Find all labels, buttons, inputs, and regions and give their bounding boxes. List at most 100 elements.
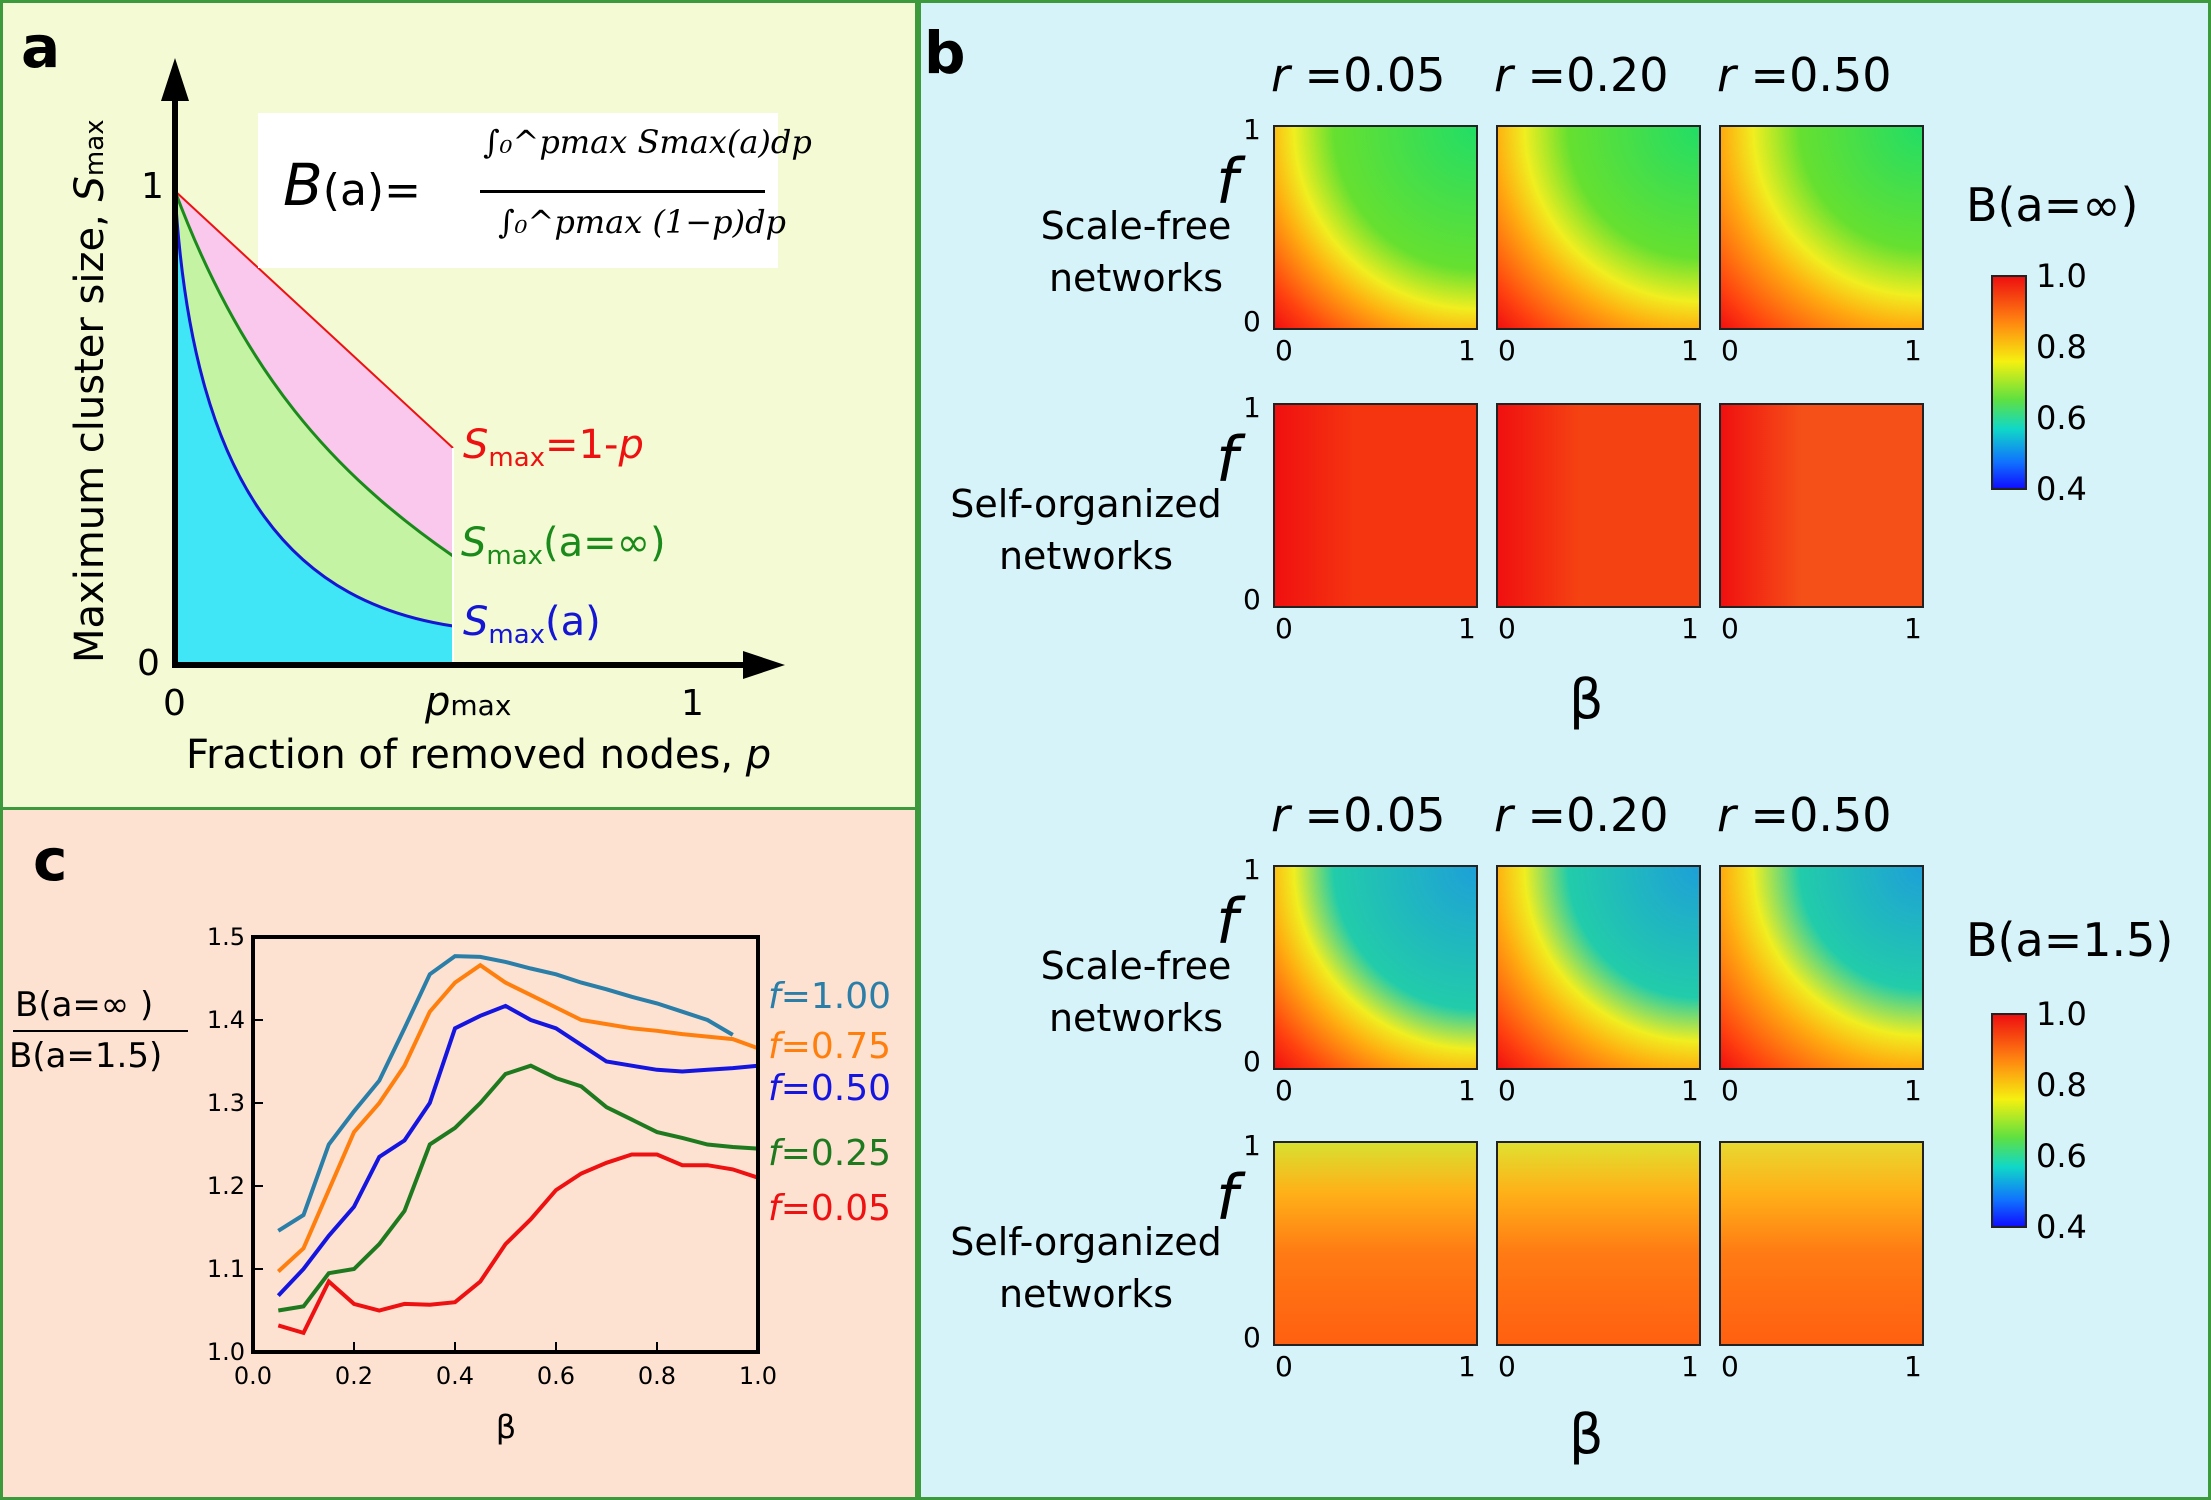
row-label-line1: Self-organized <box>950 1220 1222 1264</box>
r-symbol: r <box>1271 48 1305 102</box>
area-a-inf <box>175 191 453 626</box>
c-ylabel-bar <box>13 1030 188 1032</box>
f-tick-1: 1 <box>1243 1129 1261 1162</box>
y-tick-label: 1.0 <box>207 1338 245 1366</box>
beta-tick-0: 0 <box>1498 334 1516 367</box>
colorbar-title: B(a=1.5) <box>1966 913 2174 967</box>
c-ylabel-den: B(a=1.5) <box>9 1036 163 1076</box>
legend-entry: f=1.00 <box>768 976 891 1017</box>
r-title: r =0.20 <box>1494 48 1669 102</box>
row-label-line2: networks <box>998 1272 1174 1316</box>
heatmap-cell <box>1273 125 1478 330</box>
beta-axis-label: β <box>1569 1403 1604 1466</box>
label-linear: Smax=1-p <box>463 422 644 473</box>
r-title: r =0.05 <box>1271 48 1446 102</box>
r-value: =0.20 <box>1527 48 1669 102</box>
x-tick-label: 0.6 <box>537 1362 575 1390</box>
x-tick-label: 0.0 <box>234 1362 272 1390</box>
formula-box: B(a)= ∫₀^pmax Smax(a)dp ∫₀^pmax (1−p)dp <box>258 113 812 268</box>
beta-tick-0: 0 <box>1275 1074 1293 1107</box>
beta-tick-1: 1 <box>1681 1074 1699 1107</box>
colorbar <box>1991 275 2027 490</box>
legend-entry: f=0.75 <box>768 1026 891 1067</box>
panel-c: c B(a=∞ ) B(a=1.5) 0.0 0.2 0.4 0.6 0.8 1.0 1.0… <box>0 807 918 1500</box>
r-symbol: r <box>1494 48 1528 102</box>
x-axis-label: β <box>496 1408 516 1446</box>
r-title: r =0.20 <box>1494 788 1669 842</box>
heatmap-cell <box>1719 865 1924 1070</box>
curve-a <box>173 190 454 628</box>
r-symbol: r <box>1271 788 1305 842</box>
heatmap-cell <box>1273 865 1478 1070</box>
curve-linear <box>174 190 454 449</box>
beta-axis-label: β <box>1569 668 1604 731</box>
beta-tick-0: 0 <box>1721 1074 1739 1107</box>
heatmap-cell <box>1496 125 1701 330</box>
r-value: =0.05 <box>1304 788 1446 842</box>
heatmap-cell <box>1273 403 1478 608</box>
beta-tick-0: 0 <box>1498 1350 1516 1383</box>
area-a <box>175 191 453 665</box>
f-tick-0: 0 <box>1243 1045 1261 1078</box>
r-value: =0.50 <box>1750 48 1892 102</box>
beta-tick-0: 0 <box>1498 612 1516 645</box>
f-axis-label: f <box>1216 423 1238 496</box>
beta-tick-1: 1 <box>1458 1074 1476 1107</box>
beta-tick-1: 1 <box>1904 1074 1922 1107</box>
y-tick-1: 1 <box>141 166 164 207</box>
formula-bar <box>480 190 765 193</box>
beta-tick-0: 0 <box>1721 334 1739 367</box>
heatmap-cell <box>1273 1141 1478 1346</box>
heatmap-cell <box>1496 865 1701 1070</box>
line-chart: 0.0 0.2 0.4 0.6 0.8 1.0 1.0 1.1 1.2 1.3 1.4 1.5 f=1… <box>207 923 891 1446</box>
pmax-tick: pmax <box>424 679 511 725</box>
x-tick-label: 1.0 <box>739 1362 777 1390</box>
beta-tick-1: 1 <box>1458 334 1476 367</box>
f-tick-1: 1 <box>1243 391 1261 424</box>
heatmap-cell <box>1496 403 1701 608</box>
legend-entry: f=0.25 <box>768 1133 891 1174</box>
panel-a-diagram: 1 0 0 1 pmax Fraction of removed nodes, … <box>67 58 785 778</box>
formula-denominator: ∫₀^pmax (1−p)dp <box>498 203 787 241</box>
beta-tick-0: 0 <box>1275 612 1293 645</box>
panel-b: b r =0.05 r =0.20 r =0.50 Scale-free network… <box>918 0 2211 1500</box>
beta-tick-0: 0 <box>1721 612 1739 645</box>
row-label-line2: networks <box>998 534 1174 578</box>
x-tick-label: 0.4 <box>436 1362 474 1390</box>
r-title: r =0.50 <box>1717 788 1892 842</box>
r-value: =0.05 <box>1304 48 1446 102</box>
colorbar <box>1991 1013 2027 1228</box>
beta-tick-1: 1 <box>1681 1350 1699 1383</box>
y-tick-label: 1.3 <box>207 1089 245 1117</box>
beta-tick-1: 1 <box>1904 612 1922 645</box>
y-tick-label: 1.1 <box>207 1255 245 1283</box>
f-tick-1: 1 <box>1243 113 1261 146</box>
f-tick-1: 1 <box>1243 853 1261 886</box>
formula-lhs: B(a)= <box>283 151 421 219</box>
y-tick-label: 1.5 <box>207 923 245 951</box>
colorbar-tick-label: 0.6 <box>2036 399 2087 437</box>
r-value: =0.20 <box>1527 788 1669 842</box>
colorbar-tick-label: 1.0 <box>2036 995 2087 1033</box>
formula-numerator: ∫₀^pmax Smax(a)dp <box>483 123 812 161</box>
panel-a-label: a <box>21 13 61 81</box>
beta-tick-1: 1 <box>1681 612 1699 645</box>
f-tick-0: 0 <box>1243 305 1261 338</box>
area-linear <box>175 191 453 556</box>
series-line-f=0.25 <box>277 1063 759 1313</box>
x-axis-label: Fraction of removed nodes, p <box>186 732 771 778</box>
x-tick-1: 1 <box>681 683 704 724</box>
colorbar-tick-label: 0.8 <box>2036 1066 2087 1104</box>
r-symbol: r <box>1717 48 1751 102</box>
heatmap-cell <box>1719 125 1924 330</box>
heatmap-cell <box>1496 1141 1701 1346</box>
r-value: =0.50 <box>1750 788 1892 842</box>
colorbar-tick-label: 1.0 <box>2036 257 2087 295</box>
row-label-line2: networks <box>1048 996 1224 1040</box>
label-a-inf: Smax(a=∞) <box>461 520 666 571</box>
colorbar-tick-label: 0.4 <box>2036 470 2087 508</box>
row-label-line2: networks <box>1048 256 1224 300</box>
x-tick-label: 0.2 <box>335 1362 373 1390</box>
c-ylabel-num: B(a=∞ ) <box>15 985 154 1025</box>
panel-c-label: c <box>33 826 68 894</box>
